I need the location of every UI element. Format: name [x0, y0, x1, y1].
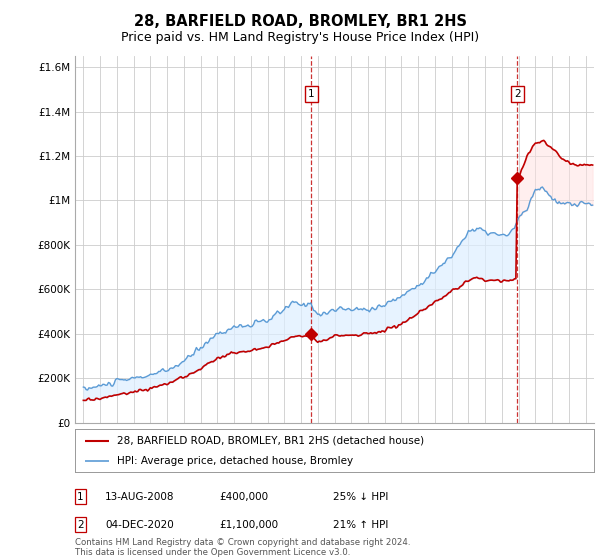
Text: Contains HM Land Registry data © Crown copyright and database right 2024.
This d: Contains HM Land Registry data © Crown c…: [75, 538, 410, 557]
Text: £1,100,000: £1,100,000: [219, 520, 278, 530]
Text: HPI: Average price, detached house, Bromley: HPI: Average price, detached house, Brom…: [116, 456, 353, 466]
Text: 25% ↓ HPI: 25% ↓ HPI: [333, 492, 388, 502]
Text: £400,000: £400,000: [219, 492, 268, 502]
Text: 04-DEC-2020: 04-DEC-2020: [105, 520, 174, 530]
Text: 21% ↑ HPI: 21% ↑ HPI: [333, 520, 388, 530]
Text: 13-AUG-2008: 13-AUG-2008: [105, 492, 175, 502]
Text: 1: 1: [77, 492, 83, 502]
Text: 1: 1: [308, 89, 314, 99]
Text: 2: 2: [514, 89, 521, 99]
Text: 28, BARFIELD ROAD, BROMLEY, BR1 2HS: 28, BARFIELD ROAD, BROMLEY, BR1 2HS: [133, 14, 467, 29]
Text: 2: 2: [77, 520, 83, 530]
Text: 28, BARFIELD ROAD, BROMLEY, BR1 2HS (detached house): 28, BARFIELD ROAD, BROMLEY, BR1 2HS (det…: [116, 436, 424, 446]
Text: Price paid vs. HM Land Registry's House Price Index (HPI): Price paid vs. HM Land Registry's House …: [121, 31, 479, 44]
